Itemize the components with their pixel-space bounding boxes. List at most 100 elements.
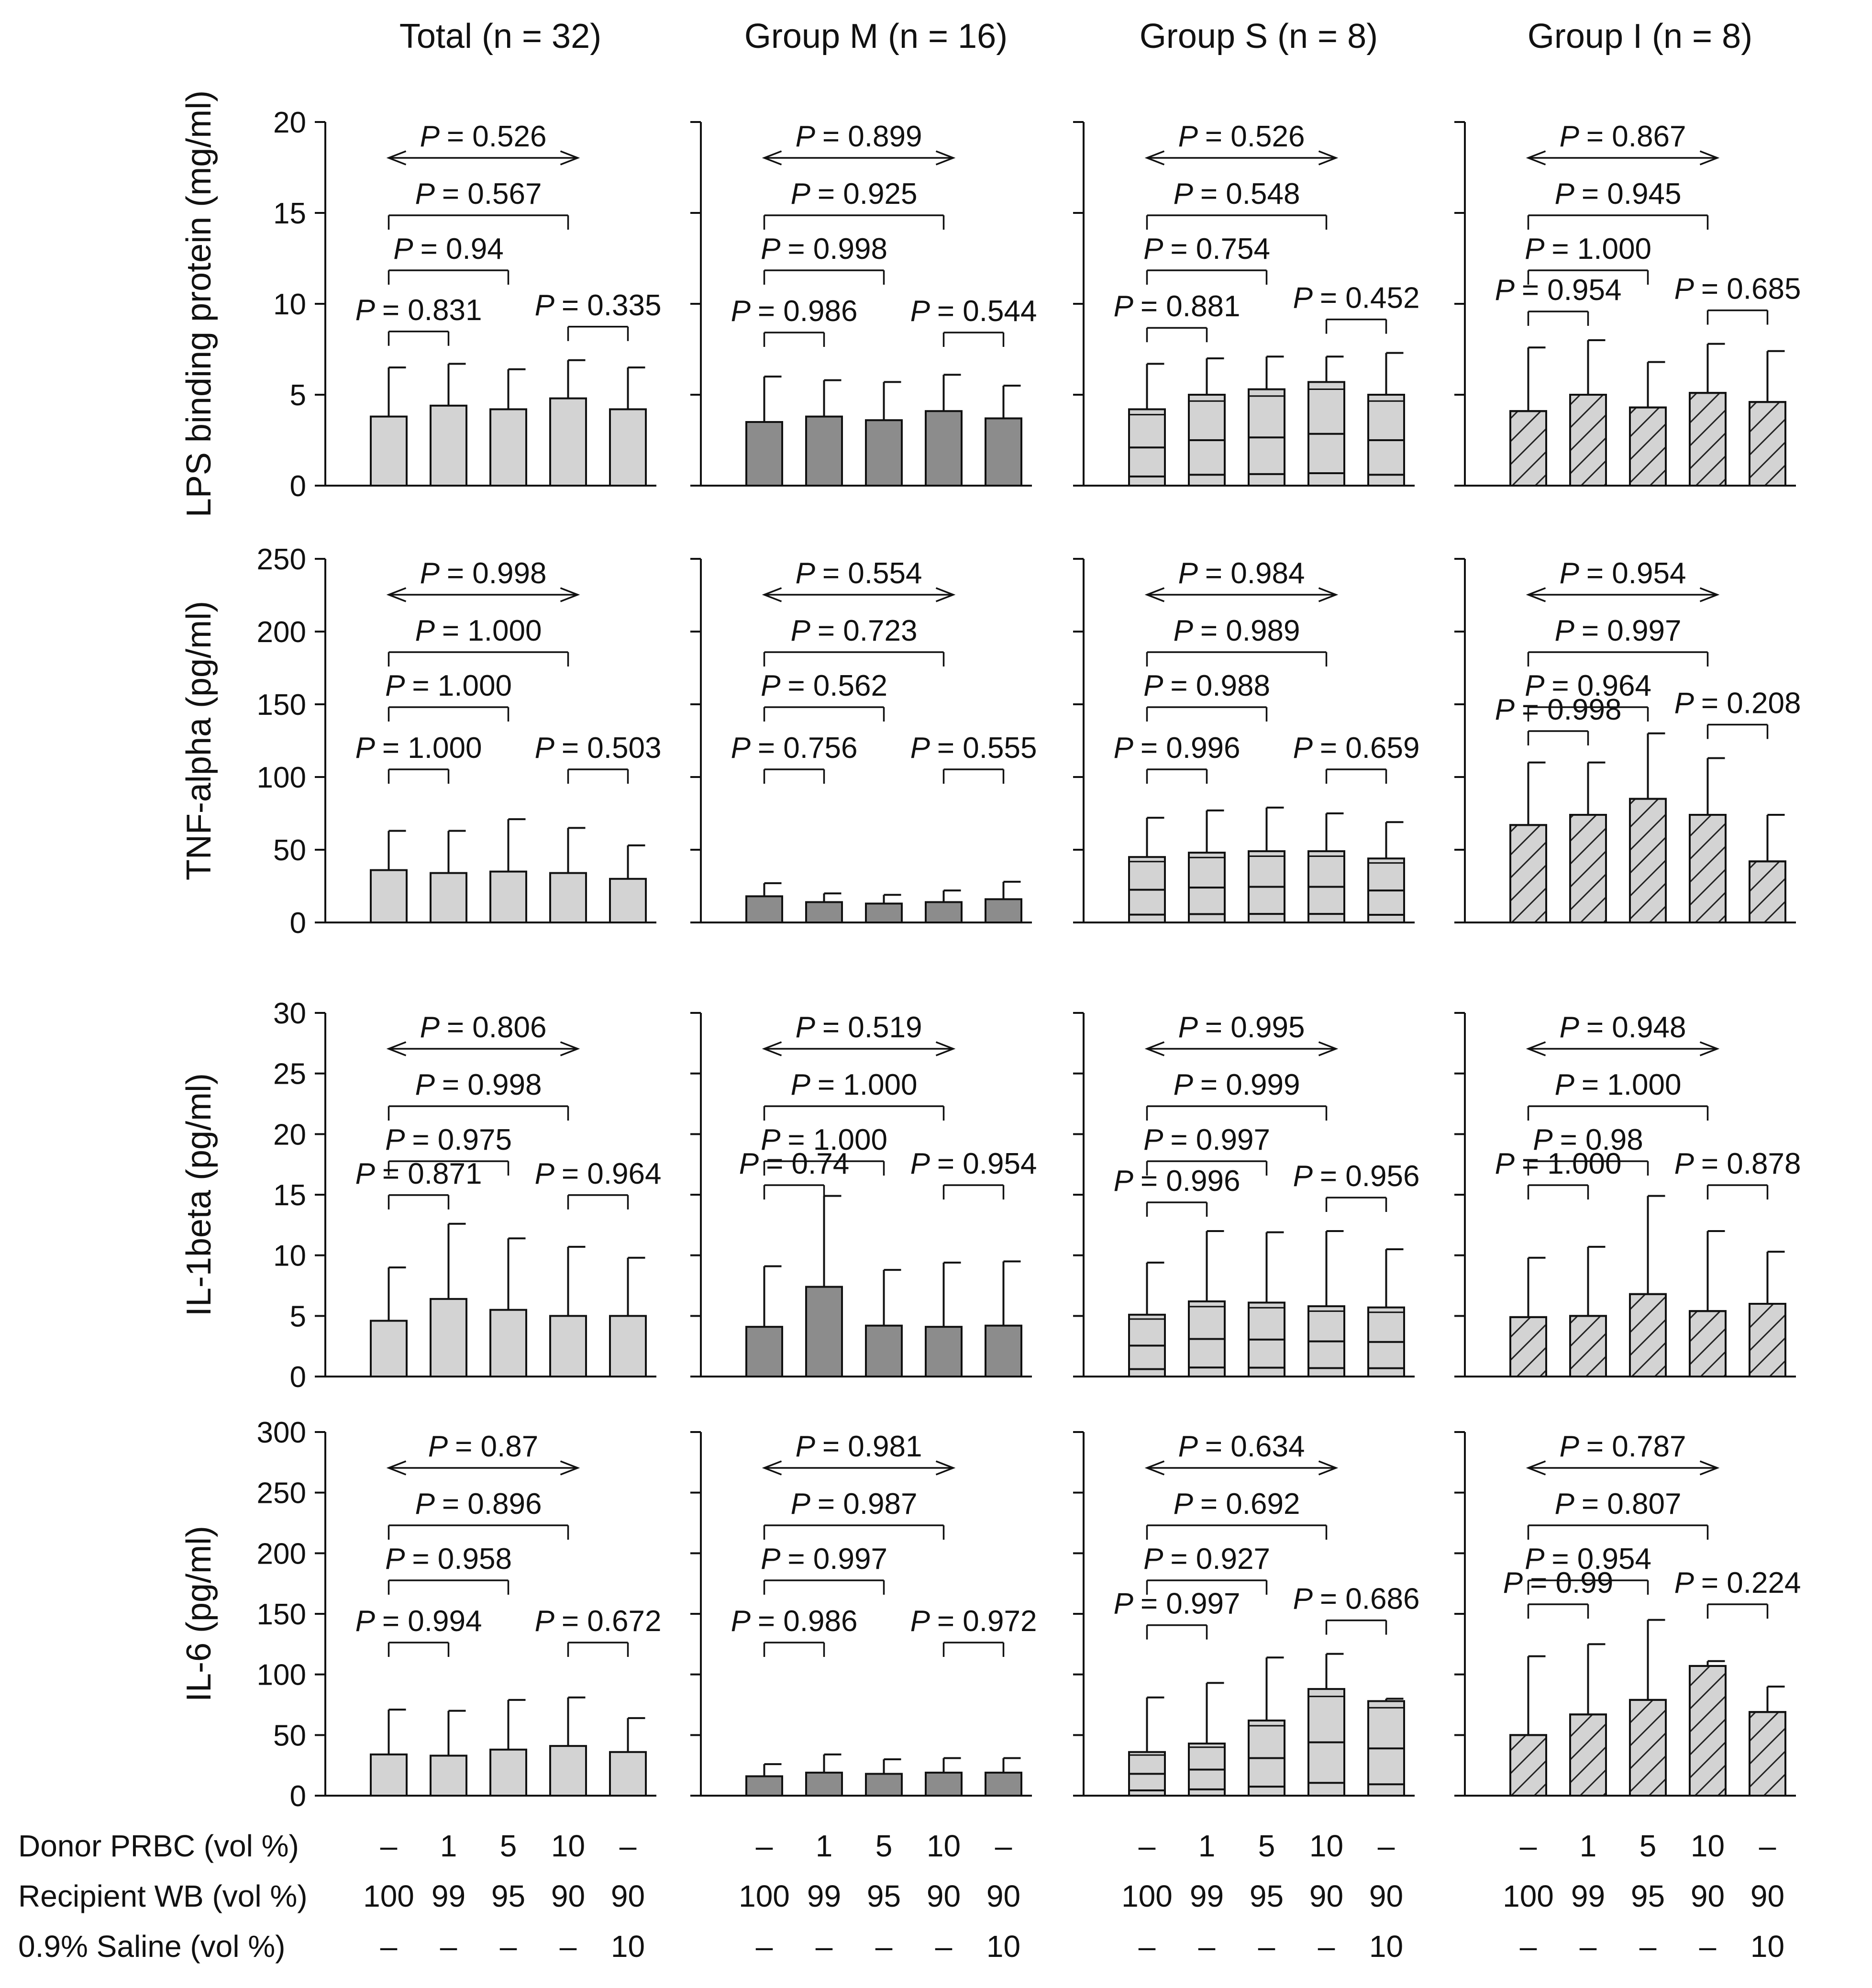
arrow-head — [386, 587, 407, 602]
condition-value: – — [620, 1829, 637, 1863]
condition-value: 10 — [1750, 1929, 1784, 1964]
bar-hatch — [1569, 1315, 1607, 1377]
arrow-head — [1318, 150, 1339, 166]
tick-label: 30 — [273, 997, 306, 1030]
bar — [985, 898, 1022, 923]
arrow-head — [1144, 587, 1165, 602]
tick-label: 200 — [257, 616, 306, 649]
condition-value: 10 — [611, 1929, 645, 1964]
p-value: P = 0.996 — [1114, 732, 1241, 765]
p-value: P = 0.555 — [910, 732, 1037, 765]
p-value: P = 0.723 — [791, 614, 918, 647]
condition-value: 10 — [986, 1929, 1020, 1964]
arrow-head — [560, 1460, 580, 1476]
arrow-head — [762, 1041, 782, 1056]
condition-value: 95 — [1631, 1879, 1665, 1913]
condition-value: 5 — [875, 1829, 893, 1863]
bar — [370, 1320, 408, 1377]
tick-label: 100 — [257, 761, 306, 794]
condition-value: – — [1378, 1829, 1395, 1863]
tick-label: 15 — [273, 197, 306, 230]
p-value: P = 0.984 — [1178, 557, 1305, 590]
condition-value: 5 — [1639, 1829, 1657, 1863]
bar — [489, 1748, 527, 1797]
condition-value: – — [380, 1929, 398, 1964]
condition-value: 90 — [986, 1879, 1020, 1913]
bar-hatch — [1689, 814, 1727, 924]
tick-label: 5 — [290, 379, 306, 412]
tick-label: 25 — [273, 1058, 306, 1091]
p-value: P = 0.988 — [1143, 669, 1270, 702]
condition-value: – — [380, 1829, 398, 1863]
arrow-head — [386, 1460, 407, 1476]
p-value: P = 0.925 — [791, 178, 918, 211]
arrow-head — [1318, 587, 1339, 602]
arrow-head — [1699, 587, 1720, 602]
bar — [985, 1771, 1022, 1797]
condition-value: – — [756, 1929, 773, 1964]
bar — [609, 1751, 647, 1797]
bar — [925, 1771, 963, 1797]
bar — [865, 1773, 903, 1797]
p-value: P = 0.899 — [796, 120, 922, 153]
condition-value: 100 — [1121, 1879, 1173, 1913]
bar — [370, 1753, 408, 1797]
p-value: P = 0.986 — [731, 1605, 858, 1638]
column-title: Group M (n = 16) — [744, 17, 1008, 56]
condition-value: 90 — [927, 1879, 961, 1913]
p-value: P = 0.807 — [1555, 1488, 1682, 1521]
bar-hatch — [1749, 1303, 1786, 1377]
bar — [489, 1309, 527, 1378]
arrow-head — [1144, 150, 1165, 166]
bar — [489, 870, 527, 923]
p-value: P = 0.994 — [355, 1605, 482, 1638]
p-value: P = 0.685 — [1674, 273, 1801, 306]
arrow-head — [1526, 1460, 1546, 1476]
arrow-head — [1699, 1041, 1720, 1056]
arrow-head — [1144, 1041, 1165, 1056]
p-value: P = 0.954 — [1495, 274, 1622, 307]
p-value: P = 0.896 — [415, 1488, 542, 1521]
arrow-head — [1526, 587, 1546, 602]
tick-label: 0 — [290, 907, 306, 940]
p-value: P = 0.452 — [1293, 282, 1420, 315]
bar — [430, 1298, 467, 1378]
tick-label: 200 — [257, 1537, 306, 1570]
p-value: P = 0.519 — [796, 1011, 922, 1044]
p-value: P = 0.867 — [1560, 120, 1686, 153]
bar — [865, 1324, 903, 1378]
condition-value: – — [935, 1929, 953, 1964]
arrow-head — [560, 587, 580, 602]
condition-value: 1 — [1198, 1829, 1216, 1863]
bar-hatch — [1749, 860, 1786, 923]
bar — [805, 901, 843, 923]
bar — [925, 410, 963, 487]
bar — [609, 1315, 647, 1377]
bar — [549, 1315, 587, 1377]
p-value: P = 0.99 — [1503, 1566, 1613, 1599]
bar — [370, 869, 408, 924]
p-value: P = 0.927 — [1143, 1543, 1270, 1576]
arrow-head — [1699, 1460, 1720, 1476]
y-axis-label: IL-1beta (pg/ml) — [180, 1073, 218, 1316]
condition-value: – — [1639, 1929, 1657, 1964]
bar — [549, 872, 587, 924]
bar — [745, 895, 783, 924]
bar — [430, 1755, 467, 1797]
condition-value: 100 — [739, 1879, 790, 1913]
p-value: P = 0.659 — [1293, 732, 1420, 765]
condition-value: – — [816, 1929, 833, 1964]
tick-label: 50 — [273, 1719, 306, 1752]
bar-hatch — [1749, 401, 1786, 487]
p-value: P = 1.000 — [761, 1123, 887, 1156]
condition-value: 100 — [363, 1879, 414, 1913]
column-title: Group S (n = 8) — [1140, 17, 1378, 56]
arrow-head — [1144, 1460, 1165, 1476]
condition-value: 90 — [1750, 1879, 1784, 1913]
p-value: P = 0.997 — [761, 1543, 887, 1576]
condition-value: 1 — [816, 1829, 833, 1863]
arrow-head — [560, 1041, 580, 1056]
arrow-head — [1318, 1041, 1339, 1056]
condition-value: – — [1139, 1829, 1156, 1863]
